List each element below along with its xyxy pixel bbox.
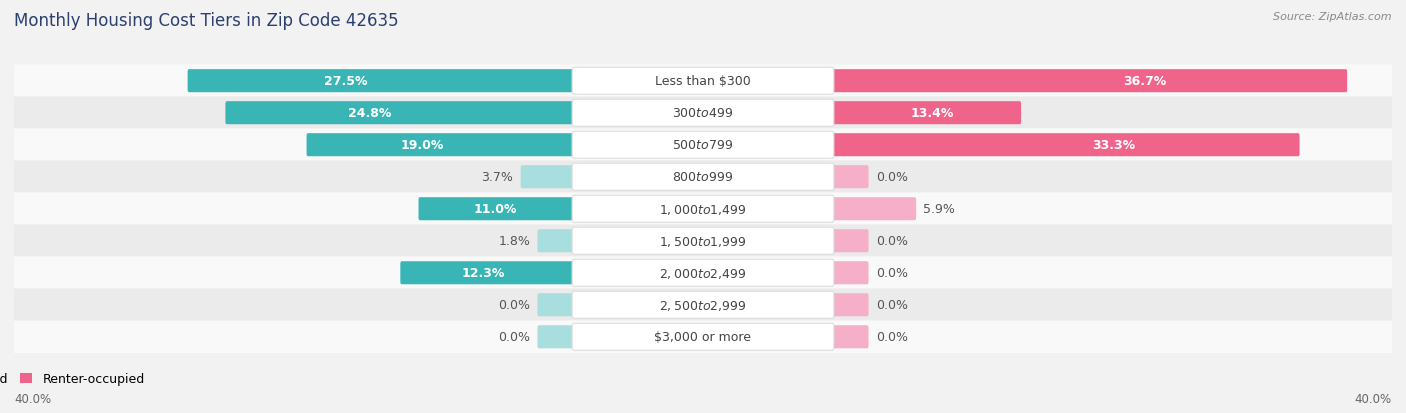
FancyBboxPatch shape: [572, 68, 834, 95]
Text: 3.7%: 3.7%: [482, 171, 513, 184]
FancyBboxPatch shape: [537, 230, 575, 253]
Text: Monthly Housing Cost Tiers in Zip Code 42635: Monthly Housing Cost Tiers in Zip Code 4…: [14, 12, 399, 30]
FancyBboxPatch shape: [572, 132, 834, 159]
Text: 11.0%: 11.0%: [474, 203, 517, 216]
FancyBboxPatch shape: [11, 289, 1395, 321]
Text: 0.0%: 0.0%: [876, 267, 908, 280]
FancyBboxPatch shape: [187, 70, 575, 93]
Text: 12.3%: 12.3%: [463, 267, 505, 280]
FancyBboxPatch shape: [831, 325, 869, 349]
FancyBboxPatch shape: [401, 261, 575, 285]
Text: 13.4%: 13.4%: [911, 107, 955, 120]
FancyBboxPatch shape: [831, 198, 917, 221]
FancyBboxPatch shape: [537, 294, 575, 316]
FancyBboxPatch shape: [831, 294, 869, 316]
Text: 1.8%: 1.8%: [498, 235, 530, 248]
Text: $300 to $499: $300 to $499: [672, 107, 734, 120]
FancyBboxPatch shape: [572, 100, 834, 127]
Text: $2,500 to $2,999: $2,500 to $2,999: [659, 298, 747, 312]
FancyBboxPatch shape: [572, 196, 834, 223]
FancyBboxPatch shape: [11, 257, 1395, 290]
FancyBboxPatch shape: [11, 129, 1395, 161]
FancyBboxPatch shape: [307, 134, 575, 157]
Text: 27.5%: 27.5%: [323, 75, 367, 88]
Text: 0.0%: 0.0%: [876, 171, 908, 184]
FancyBboxPatch shape: [225, 102, 575, 125]
FancyBboxPatch shape: [419, 198, 575, 221]
Text: 0.0%: 0.0%: [498, 299, 530, 311]
Text: 19.0%: 19.0%: [401, 139, 444, 152]
Text: 0.0%: 0.0%: [876, 299, 908, 311]
Text: 5.9%: 5.9%: [924, 203, 955, 216]
Text: $3,000 or more: $3,000 or more: [655, 330, 751, 344]
Text: Source: ZipAtlas.com: Source: ZipAtlas.com: [1274, 12, 1392, 22]
FancyBboxPatch shape: [831, 134, 1299, 157]
FancyBboxPatch shape: [11, 225, 1395, 257]
FancyBboxPatch shape: [831, 70, 1347, 93]
FancyBboxPatch shape: [11, 97, 1395, 130]
Text: 0.0%: 0.0%: [876, 330, 908, 344]
Text: 0.0%: 0.0%: [498, 330, 530, 344]
FancyBboxPatch shape: [537, 325, 575, 349]
FancyBboxPatch shape: [11, 161, 1395, 194]
FancyBboxPatch shape: [831, 261, 869, 285]
FancyBboxPatch shape: [831, 102, 1021, 125]
Legend: Owner-occupied, Renter-occupied: Owner-occupied, Renter-occupied: [0, 367, 149, 390]
FancyBboxPatch shape: [11, 65, 1395, 98]
FancyBboxPatch shape: [831, 166, 869, 189]
FancyBboxPatch shape: [831, 230, 869, 253]
Text: 33.3%: 33.3%: [1092, 139, 1135, 152]
Text: 36.7%: 36.7%: [1123, 75, 1166, 88]
FancyBboxPatch shape: [11, 193, 1395, 225]
FancyBboxPatch shape: [572, 260, 834, 287]
Text: 40.0%: 40.0%: [14, 392, 51, 405]
Text: $1,500 to $1,999: $1,500 to $1,999: [659, 234, 747, 248]
Text: $1,000 to $1,499: $1,000 to $1,499: [659, 202, 747, 216]
Text: 0.0%: 0.0%: [876, 235, 908, 248]
FancyBboxPatch shape: [572, 164, 834, 191]
FancyBboxPatch shape: [11, 320, 1395, 353]
Text: 40.0%: 40.0%: [1355, 392, 1392, 405]
Text: $800 to $999: $800 to $999: [672, 171, 734, 184]
Text: Less than $300: Less than $300: [655, 75, 751, 88]
FancyBboxPatch shape: [572, 228, 834, 255]
Text: 24.8%: 24.8%: [349, 107, 392, 120]
FancyBboxPatch shape: [572, 323, 834, 351]
FancyBboxPatch shape: [520, 166, 575, 189]
Text: $2,000 to $2,499: $2,000 to $2,499: [659, 266, 747, 280]
FancyBboxPatch shape: [572, 292, 834, 318]
Text: $500 to $799: $500 to $799: [672, 139, 734, 152]
